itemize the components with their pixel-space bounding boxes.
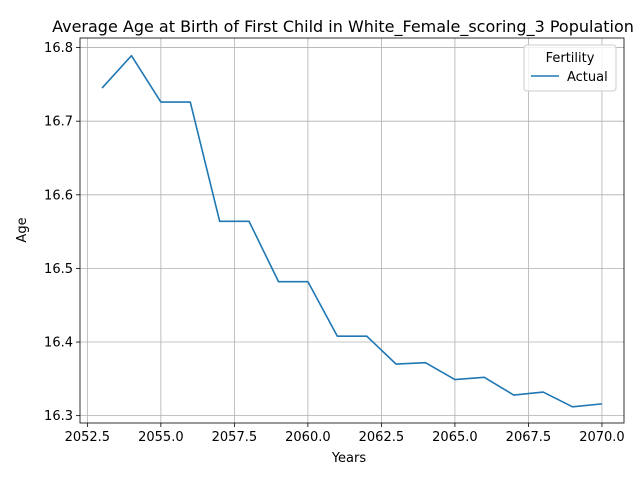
y-tick-label: 16.7 bbox=[44, 115, 73, 130]
x-axis-title: Years bbox=[331, 451, 367, 466]
legend-title: Fertility bbox=[546, 51, 595, 66]
y-tick-label: 16.6 bbox=[44, 188, 73, 203]
plot-area-border bbox=[79, 37, 625, 424]
x-tick-label: 2065.0 bbox=[432, 430, 478, 445]
legend-box bbox=[523, 44, 617, 92]
x-tick-label: 2060.0 bbox=[285, 430, 331, 445]
plot-frame bbox=[79, 37, 625, 424]
x-tick-label: 2070.0 bbox=[579, 430, 625, 445]
y-tick-label: 16.5 bbox=[44, 262, 73, 277]
x-tick-label: 2067.5 bbox=[506, 430, 552, 445]
x-tick-label: 2055.0 bbox=[138, 430, 184, 445]
y-tick-label: 16.8 bbox=[44, 41, 73, 56]
legend-label-actual: Actual bbox=[567, 70, 608, 85]
y-tick-label: 16.4 bbox=[44, 336, 73, 351]
x-axis: 2052.5 2055.0 2057.5 2060.0 2062.5 2065.0 2067… bbox=[65, 423, 625, 445]
x-tick-label: 2057.5 bbox=[212, 430, 258, 445]
y-axis-title: Age bbox=[15, 217, 30, 242]
chart-title: Average Age at Birth of First Child in W… bbox=[52, 17, 634, 37]
series-line-actual bbox=[101, 54, 603, 408]
legend: Fertility Actual bbox=[523, 44, 617, 92]
y-axis: 16.3 16.4 16.5 16.6 16.7 16.8 bbox=[44, 41, 80, 424]
x-tick-label: 2052.5 bbox=[65, 430, 111, 445]
x-tick-label: 2062.5 bbox=[359, 430, 405, 445]
grid-layer bbox=[80, 38, 624, 423]
y-tick-label: 16.3 bbox=[44, 409, 73, 424]
series-layer bbox=[101, 54, 603, 408]
